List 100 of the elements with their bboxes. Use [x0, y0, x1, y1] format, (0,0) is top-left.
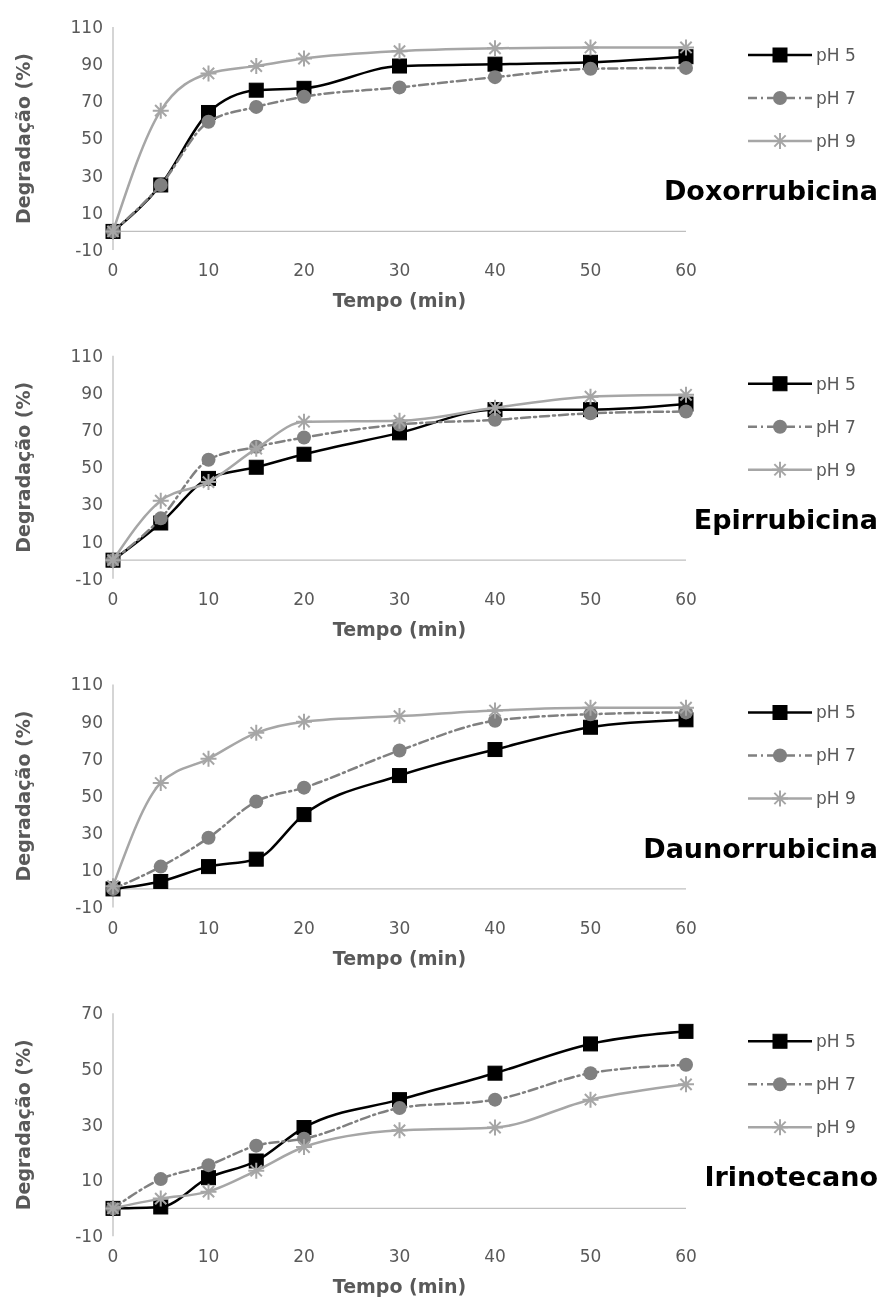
point — [153, 873, 169, 889]
y-tick-label: 50 — [81, 785, 103, 806]
x-axis-title: Tempo (min) — [332, 289, 467, 311]
point — [677, 1075, 695, 1094]
point — [295, 49, 313, 68]
point — [297, 430, 311, 445]
point — [247, 439, 266, 458]
point — [677, 385, 695, 404]
y-tick-label: -10 — [75, 897, 103, 918]
x-tick-label: 10 — [197, 260, 220, 280]
point — [581, 38, 600, 57]
x-tick-label: 0 — [107, 588, 119, 609]
point — [199, 64, 218, 83]
y-tick-label: 10 — [81, 1170, 103, 1191]
point — [486, 398, 504, 417]
y-tick-label: 70 — [81, 1003, 103, 1024]
y-tick-label: 110 — [70, 674, 103, 695]
x-tick-label: 20 — [293, 260, 315, 280]
legend-label: pH 7 — [816, 1074, 856, 1095]
legend-label: pH 9 — [816, 1117, 856, 1138]
text: Daunorrubicina — [643, 832, 878, 864]
y-tick-label: -10 — [75, 1226, 103, 1247]
x-tick-label: 10 — [197, 917, 220, 938]
point — [392, 58, 407, 74]
legend-label: pH 5 — [816, 1031, 856, 1052]
x-tick-label: 50 — [579, 588, 602, 609]
point — [486, 39, 504, 58]
point — [678, 1023, 694, 1039]
point — [487, 742, 503, 758]
point — [248, 459, 264, 475]
legend-label: pH 7 — [816, 745, 856, 766]
point — [201, 830, 216, 845]
legend-label: pH 9 — [816, 788, 856, 809]
point — [201, 1158, 216, 1173]
y-tick-label: 10 — [81, 860, 103, 881]
x-tick-label: 30 — [388, 260, 411, 280]
y-tick-label: 70 — [81, 420, 103, 441]
point — [153, 1172, 168, 1187]
point — [581, 1090, 600, 1109]
legend-label: pH 5 — [816, 44, 856, 65]
point — [486, 701, 504, 720]
x-tick-label: 30 — [388, 588, 411, 609]
y-tick-label: -10 — [75, 239, 103, 260]
point — [488, 70, 502, 85]
y-axis-title: Degradação (%) — [12, 1039, 34, 1211]
x-tick-label: 40 — [484, 588, 506, 609]
x-tick-label: 50 — [579, 260, 602, 280]
point — [679, 1057, 693, 1072]
point — [199, 473, 218, 492]
text: Irinotecano — [704, 1161, 878, 1193]
point — [392, 768, 407, 784]
point — [151, 1189, 170, 1208]
x-axis-title: Tempo (min) — [332, 617, 467, 640]
x-tick-label: 30 — [388, 917, 411, 938]
point — [201, 859, 216, 875]
point — [677, 698, 695, 717]
point — [583, 406, 598, 421]
y-tick-label: 50 — [81, 1058, 103, 1079]
point — [249, 794, 264, 809]
point — [201, 1170, 216, 1186]
y-tick-label: 70 — [81, 748, 103, 769]
point — [392, 80, 407, 95]
y-tick-label: 90 — [81, 382, 103, 403]
point — [296, 807, 312, 823]
x-tick-label: 50 — [579, 917, 602, 938]
legend-label: pH 5 — [816, 373, 856, 394]
text: Epirrubicina — [693, 503, 878, 535]
point — [392, 743, 407, 758]
point — [295, 1138, 313, 1157]
x-axis-title: Tempo (min) — [332, 1275, 467, 1298]
point — [248, 82, 264, 98]
point — [390, 42, 409, 61]
point — [679, 404, 693, 419]
x-tick-label: 0 — [107, 1246, 119, 1267]
y-tick-label: 50 — [81, 457, 103, 478]
x-tick-label: 60 — [675, 260, 697, 280]
point — [201, 114, 216, 129]
x-tick-label: 10 — [197, 1246, 220, 1267]
x-tick-label: 40 — [484, 260, 506, 280]
y-tick-label: 50 — [81, 128, 103, 149]
point — [201, 452, 216, 467]
point — [151, 773, 170, 792]
x-tick-label: 60 — [675, 917, 697, 938]
point — [151, 491, 170, 510]
point — [296, 446, 312, 462]
point — [583, 719, 598, 735]
x-tick-label: 0 — [107, 917, 119, 938]
point — [677, 38, 695, 57]
y-tick-label: 110 — [70, 16, 103, 37]
point — [488, 713, 502, 728]
x-tick-label: 0 — [107, 260, 119, 280]
y-tick-label: 10 — [81, 202, 103, 223]
legend-label: pH 7 — [816, 87, 856, 108]
x-tick-label: 20 — [293, 588, 315, 609]
point — [486, 1118, 504, 1137]
y-tick-label: 30 — [81, 494, 103, 515]
point — [679, 60, 693, 75]
point — [297, 780, 311, 795]
x-tick-label: 40 — [484, 917, 506, 938]
text: Doxorrubicina — [663, 175, 878, 206]
